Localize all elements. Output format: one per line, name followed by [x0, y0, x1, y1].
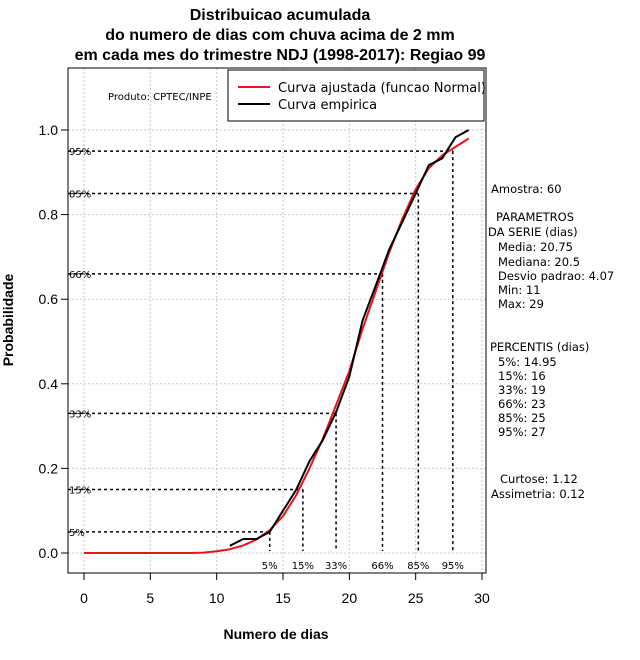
x-tick-label: 10 — [209, 590, 225, 606]
chart-title-line-2: do numero de dias com chuva acima de 2 m… — [105, 27, 454, 44]
x-axis-title: Numero de dias — [223, 626, 328, 642]
stats-panel: Amostra: 60 PARAMETROS DA SERIE (dias) M… — [488, 182, 614, 501]
stat-curtose: Curtose: 1.12 — [500, 472, 578, 486]
percentile-x-label: 66% — [371, 561, 393, 572]
producer-label: Produto: CPTEC/INPE — [108, 92, 212, 103]
grid-lines — [68, 68, 486, 573]
percentile-y-label: 66% — [69, 270, 91, 281]
percentile-y-label: 85% — [69, 189, 91, 200]
percentile-y-label: 15% — [69, 486, 91, 497]
params-header-2: DA SERIE (dias) — [488, 225, 578, 239]
x-tick-label: 20 — [342, 590, 358, 606]
y-tick-label: 0.6 — [39, 291, 59, 307]
legend: Curva ajustada (funcao Normal) Curva emp… — [227, 69, 486, 122]
y-tick-label: 0.4 — [39, 376, 59, 392]
stat-assimetria: Assimetria: 0.12 — [491, 487, 585, 501]
plot-frame — [67, 67, 487, 574]
params-header-1: PARAMETROS — [496, 210, 574, 224]
percentile-y-label: 95% — [69, 147, 91, 158]
y-tick-label: 0.0 — [39, 545, 59, 561]
stat-p66: 66%: 23 — [498, 397, 546, 411]
stat-p15: 15%: 16 — [498, 369, 546, 383]
percentile-x-label: 33% — [325, 561, 347, 572]
percentile-y-label: 33% — [69, 409, 91, 420]
percentile-guides: 5% 5% 15% 15% 33% 33% 66% 66% 85% 85% 95% 95% — [68, 147, 464, 572]
series-lines — [84, 129, 470, 554]
axes: 0 5 10 15 20 25 30 0.0 0.2 0.4 0.6 0.8 1.0 — [39, 122, 490, 606]
stat-min: Min: 11 — [498, 283, 541, 297]
y-tick-label: 0.2 — [39, 460, 59, 476]
stat-p95: 95%: 27 — [498, 425, 546, 439]
percentile-x-label: 5% — [262, 561, 278, 572]
y-tick-label: 1.0 — [39, 122, 59, 138]
empirical-curve — [229, 129, 470, 547]
legend-label-empirical: Curva empirica — [278, 98, 377, 113]
stat-media: Media: 20.75 — [498, 240, 573, 254]
stat-mediana: Mediana: 20.5 — [498, 255, 580, 269]
percentile-x-label: 15% — [292, 561, 314, 572]
x-tick-label: 0 — [80, 590, 88, 606]
fitted-normal-curve — [84, 137, 470, 554]
x-tick-label: 25 — [408, 590, 424, 606]
x-tick-label: 5 — [146, 590, 154, 606]
stat-p33: 33%: 19 — [498, 383, 546, 397]
chart-title-line-3: em cada mes do trimestre NDJ (1998-2017)… — [75, 47, 486, 64]
y-axis-title: Probabilidade — [0, 274, 16, 367]
x-tick-label: 15 — [275, 590, 291, 606]
y-tick-label: 0.8 — [39, 207, 59, 223]
stat-max: Max: 29 — [498, 297, 544, 311]
legend-label-fitted: Curva ajustada (funcao Normal) — [278, 81, 486, 96]
stat-desvio: Desvio padrao: 4.07 — [498, 269, 614, 283]
percentis-header: PERCENTIS (dias) — [490, 340, 589, 354]
percentile-x-label: 95% — [442, 561, 464, 572]
legend-box — [227, 69, 485, 122]
percentile-x-label: 85% — [407, 561, 429, 572]
x-tick-label: 30 — [474, 590, 490, 606]
stat-sample: Amostra: 60 — [491, 182, 562, 196]
stat-p5: 5%: 14.95 — [498, 355, 557, 369]
stat-p85: 85%: 25 — [498, 411, 546, 425]
chart-title-line-1: Distribuicao acumulada — [190, 7, 371, 24]
percentile-y-label: 5% — [69, 528, 85, 539]
